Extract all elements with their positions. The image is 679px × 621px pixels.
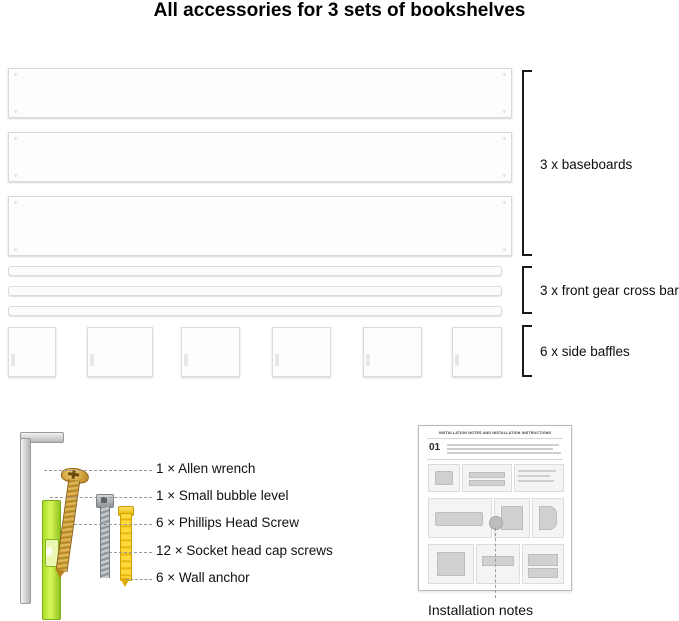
part-label-wall-anchor: 6 × Wall anchor	[156, 570, 250, 585]
group-label-baseboards: 3 x baseboards	[540, 157, 633, 172]
sheet-divider	[427, 438, 563, 439]
baffle-notch-icon	[275, 354, 279, 366]
bracket-side-baffles	[522, 325, 532, 377]
sheet-diagram-cell	[514, 464, 564, 492]
leader-line-phillips-screw	[74, 524, 152, 525]
group-label-side-baffles: 6 x side baffles	[540, 344, 630, 359]
board-hole-icon	[14, 73, 17, 76]
side-baffle-4	[272, 327, 331, 377]
sheet-part-shape	[469, 472, 505, 478]
leader-line-bubble-level	[50, 497, 152, 498]
board-hole-icon	[14, 201, 17, 204]
sheet-step-number: 01	[429, 442, 441, 453]
leader-line-socket-screw	[104, 552, 152, 553]
board-hole-icon	[14, 174, 17, 177]
screw-tip	[54, 569, 66, 579]
board-hole-icon	[503, 137, 506, 140]
socket-screw-shaft	[100, 506, 110, 578]
sheet-center-marker	[489, 516, 503, 530]
board-hole-icon	[503, 248, 506, 251]
board-hole-icon	[14, 137, 17, 140]
sheet-part-shape	[501, 506, 523, 530]
baffle-notch-icon	[11, 354, 15, 366]
page-title: All accessories for 3 sets of bookshelve…	[153, 0, 526, 21]
board-hole-icon	[503, 73, 506, 76]
sheet-text-line	[447, 444, 559, 446]
board-hole-icon	[503, 201, 506, 204]
part-label-allen-wrench: 1 × Allen wrench	[156, 461, 256, 476]
baseboard-3	[8, 196, 512, 256]
baseboard-1	[8, 68, 512, 118]
socket-screw-hex-recess	[101, 497, 107, 503]
baffle-notch-icon	[455, 354, 459, 366]
cross-bar-2	[8, 286, 502, 296]
bracket-baseboards	[522, 70, 532, 256]
board-hole-icon	[14, 248, 17, 251]
sheet-text-line	[518, 480, 554, 482]
sheet-text-line	[518, 470, 556, 472]
group-label-cross-bars: 3 x front gear cross bars	[540, 283, 679, 298]
baffle-notch-icon	[366, 354, 370, 366]
cross-bar-3	[8, 306, 502, 316]
sheet-diagram-cell	[462, 464, 512, 492]
socket-head-cap-screw-icon	[96, 494, 114, 584]
board-hole-icon	[503, 110, 506, 113]
side-baffle-6	[452, 327, 502, 377]
side-baffle-1	[8, 327, 56, 377]
sheet-part-shape	[435, 512, 483, 526]
wall-anchor-tip	[120, 578, 130, 587]
sheet-part-shape	[437, 552, 465, 576]
sheet-divider	[427, 459, 563, 460]
board-hole-icon	[503, 174, 506, 177]
sheet-part-shape	[435, 471, 453, 485]
installation-notes-caption: Installation notes	[428, 602, 534, 618]
leader-line-allen-wrench	[44, 470, 152, 471]
allen-wrench-long-arm	[20, 438, 31, 604]
sheet-part-shape	[528, 568, 558, 578]
screw-shaft	[55, 479, 81, 572]
sheet-part-shape	[482, 556, 514, 566]
sheet-text-line	[447, 448, 553, 450]
sheet-text-line	[447, 452, 561, 454]
sheet-part-shape	[469, 480, 505, 486]
baseboard-2	[8, 132, 512, 182]
bracket-cross-bars	[522, 266, 532, 314]
side-baffle-5	[363, 327, 422, 377]
cross-bar-1	[8, 266, 502, 276]
allen-wrench-short-arm	[20, 432, 64, 443]
part-label-socket-screw: 12 × Socket head cap screws	[156, 543, 333, 558]
sheet-part-shape	[528, 554, 558, 566]
board-hole-icon	[14, 110, 17, 113]
sheet-text-line	[518, 475, 550, 477]
part-label-phillips-screw: 6 × Phillips Head Screw	[156, 515, 299, 530]
baffle-notch-icon	[90, 354, 94, 366]
sheet-title: INSTALLATION NOTES AND INSTALLATION INST…	[438, 431, 552, 435]
installation-notes-sheet: INSTALLATION NOTES AND INSTALLATION INST…	[418, 425, 572, 591]
wall-anchor-icon	[118, 506, 134, 588]
leader-line-installation-notes	[495, 528, 496, 598]
side-baffle-2	[87, 327, 153, 377]
part-label-bubble-level: 1 × Small bubble level	[156, 488, 289, 503]
bubble-level-bubble	[46, 547, 52, 556]
allen-wrench-icon	[20, 432, 64, 604]
leader-line-wall-anchor	[126, 579, 152, 580]
baffle-notch-icon	[184, 354, 188, 366]
sheet-part-shape	[539, 506, 557, 530]
side-baffle-3	[181, 327, 240, 377]
